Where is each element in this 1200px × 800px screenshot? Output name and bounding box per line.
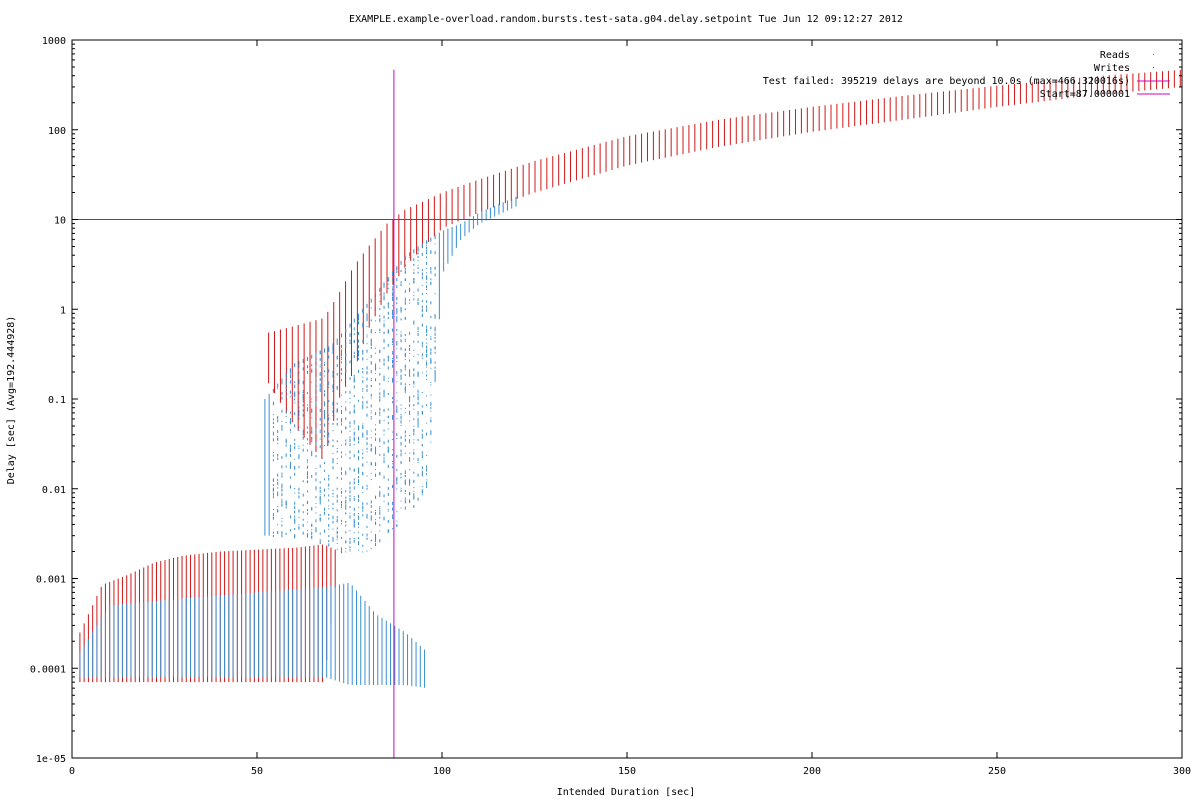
y-tick-label: 1 xyxy=(60,305,66,316)
legend-label: Test failed: 395219 delays are beyond 10… xyxy=(763,76,1130,87)
x-axis-label: Intended Duration [sec] xyxy=(557,787,695,798)
legend-swatch xyxy=(1153,67,1154,68)
reference-lines xyxy=(72,69,1182,758)
writes-cluster xyxy=(268,69,1181,460)
plot-frame xyxy=(71,39,1183,759)
legend-label: Writes xyxy=(1094,63,1130,74)
x-axis-ticks: 0 50 100 150 200 250 300 xyxy=(69,40,1191,777)
y-axis-ticks: 1e-05 0.0001 0.001 0.01 0.1 1 10 100 1000 xyxy=(30,36,1182,765)
legend-label: Reads xyxy=(1100,50,1130,61)
y-tick-label: 0.01 xyxy=(42,485,66,496)
y-axis-label: Delay [sec] (Avg=192.444928) xyxy=(6,316,17,485)
y-tick-label: 100 xyxy=(48,126,66,137)
x-tick-label: 250 xyxy=(988,766,1006,777)
x-tick-label: 0 xyxy=(69,766,75,777)
legend-swatch xyxy=(1153,54,1154,55)
legend: Reads Writes Test failed: 395219 delays ar… xyxy=(763,50,1170,100)
x-tick-label: 300 xyxy=(1173,766,1191,777)
y-tick-label: 0.001 xyxy=(36,575,66,586)
reads-series xyxy=(79,196,517,688)
writes-series xyxy=(79,69,1181,683)
x-tick-label: 100 xyxy=(433,766,451,777)
y-tick-label: 1e-05 xyxy=(36,754,66,765)
y-tick-label: 1000 xyxy=(42,36,66,47)
x-tick-label: 200 xyxy=(803,766,821,777)
legend-label: Start=87.000001 xyxy=(1040,89,1130,100)
x-tick-label: 150 xyxy=(618,766,636,777)
reads-cluster xyxy=(79,582,426,688)
y-tick-label: 0.1 xyxy=(48,395,66,406)
x-tick-label: 50 xyxy=(251,766,263,777)
y-tick-label: 10 xyxy=(54,216,66,227)
chart-title: EXAMPLE.example-overload.random.bursts.t… xyxy=(349,14,903,25)
reads-cluster xyxy=(264,196,517,554)
y-tick-label: 0.0001 xyxy=(30,664,66,675)
